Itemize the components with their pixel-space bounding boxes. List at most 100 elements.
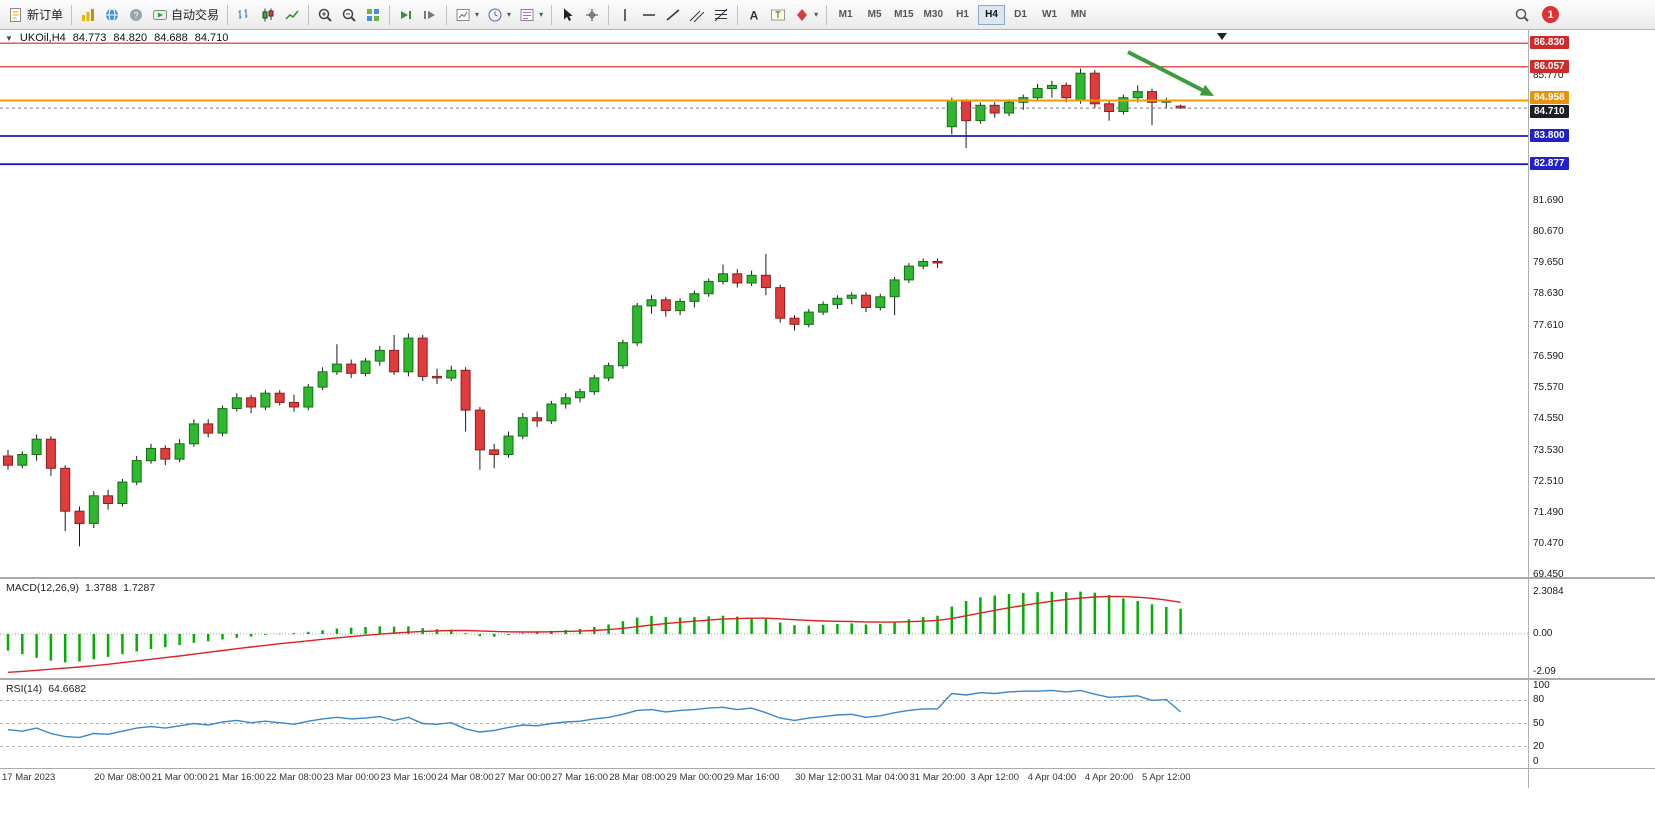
shapes-button[interactable]: ▾ — [790, 3, 822, 27]
time-axis-label: 31 Mar 04:00 — [852, 772, 909, 783]
close-value: 84.710 — [194, 32, 229, 44]
price-axis-tick: 79.650 — [1533, 257, 1564, 268]
rsi-axis-tick: 100 — [1533, 680, 1550, 691]
price-axis-tick: 78.630 — [1533, 288, 1564, 299]
charts-button[interactable] — [76, 3, 100, 27]
notification-badge[interactable]: 1 — [1542, 6, 1559, 23]
new-order-icon — [8, 7, 24, 23]
price-line-label[interactable]: 84.958 — [1530, 91, 1569, 104]
trendline-button[interactable] — [661, 3, 685, 27]
candlestick-chart[interactable] — [0, 30, 1528, 577]
macd-signal-value: 1.7287 — [123, 582, 156, 594]
macd-name: MACD(12,26,9) — [6, 582, 79, 594]
bar-chart-icon — [236, 7, 252, 23]
price-axis-tick: 85.770 — [1533, 70, 1564, 81]
rsi-axis-tick: 50 — [1533, 718, 1545, 729]
horizontal-line-button[interactable] — [637, 3, 661, 27]
rsi-name: RSI(14) — [6, 683, 43, 695]
candlestick-button[interactable] — [256, 3, 280, 27]
text-label-icon: T — [770, 7, 786, 23]
rsi-plot[interactable]: RSI(14) 64.6682 — [0, 680, 1528, 768]
chart-shift-icon — [422, 7, 438, 23]
help-button[interactable]: ? — [124, 3, 148, 27]
cursor-button[interactable] — [556, 3, 580, 27]
open-value: 84.773 — [72, 32, 107, 44]
trend-arrow-annotation[interactable] — [1127, 50, 1214, 96]
autotrading-button[interactable]: 自动交易 — [148, 3, 223, 27]
timeframe-h4-button[interactable]: H4 — [978, 4, 1005, 25]
timeframe-m30-button[interactable]: M30 — [920, 5, 947, 25]
price-axis-tick: 73.530 — [1533, 445, 1564, 456]
search-button[interactable] — [1510, 3, 1534, 27]
timeframe-w1-button[interactable]: W1 — [1036, 5, 1063, 25]
chart-shift-button[interactable] — [418, 3, 442, 27]
time-axis-row: 17 Mar 2023 20 Mar 08:00 21 Mar 00:00 21 Ma… — [0, 768, 1655, 788]
timeframe-m5-button[interactable]: M5 — [861, 5, 888, 25]
new-order-button[interactable]: 新订单 — [4, 3, 67, 27]
macd-axis: 2.3084 0.00 -2.09 — [1528, 579, 1655, 678]
horizontal-lines[interactable] — [0, 42, 1528, 166]
template-button[interactable]: ▾ — [515, 3, 547, 27]
price-line-label[interactable]: 84.710 — [1530, 105, 1569, 118]
rsi-axis-tick: 0 — [1533, 756, 1539, 767]
timeframe-mn-button[interactable]: MN — [1065, 5, 1092, 25]
price-axis-tick: 75.570 — [1533, 382, 1564, 393]
price-line-label[interactable]: 82.877 — [1530, 157, 1569, 170]
globe-icon — [104, 7, 120, 23]
chevron-down-icon: ▾ — [539, 10, 544, 19]
zoom-out-button[interactable] — [337, 3, 361, 27]
toolbar-separator — [608, 4, 610, 25]
price-line-label[interactable]: 86.830 — [1530, 36, 1569, 49]
price-axis-tick: 74.550 — [1533, 413, 1564, 424]
price-axis[interactable]: 85.770 81.690 80.670 79.650 78.630 77.610 76.5… — [1528, 30, 1655, 580]
zoom-out-icon — [341, 7, 357, 23]
community-button[interactable] — [100, 3, 124, 27]
new-chart-button[interactable]: ▾ — [451, 3, 483, 27]
time-axis-label: 27 Mar 16:00 — [552, 772, 608, 783]
template-icon — [519, 7, 535, 23]
macd-plot[interactable]: MACD(12,26,9) 1.3788 1.7287 — [0, 579, 1528, 678]
timeframe-m1-button[interactable]: M1 — [832, 5, 859, 25]
fibonacci-button[interactable] — [709, 3, 733, 27]
auto-scroll-button[interactable] — [394, 3, 418, 27]
time-axis-label: 21 Mar 16:00 — [208, 772, 265, 783]
time-axis-label: 31 Mar 20:00 — [909, 772, 966, 783]
timeframe-d1-button[interactable]: D1 — [1007, 5, 1034, 25]
toolbar-separator — [71, 4, 73, 25]
high-value: 84.820 — [113, 32, 148, 44]
crosshair-button[interactable] — [580, 3, 604, 27]
rsi-axis: 100 80 50 20 0 — [1528, 680, 1655, 768]
chevron-down-icon[interactable]: ▼ — [5, 33, 13, 43]
timeframe-h1-button[interactable]: H1 — [949, 5, 976, 25]
timeframe-m15-button[interactable]: M15 — [890, 5, 917, 25]
tile-windows-button[interactable] — [361, 3, 385, 27]
macd-chart[interactable] — [0, 579, 1528, 678]
time-axis-label: 23 Mar 00:00 — [323, 772, 380, 783]
time-axis-label: 3 Apr 12:00 — [970, 772, 1019, 783]
bar-chart-button[interactable] — [232, 3, 256, 27]
time-axis[interactable]: 17 Mar 2023 20 Mar 08:00 21 Mar 00:00 21 Ma… — [0, 769, 1528, 788]
time-axis-label: 29 Mar 16:00 — [723, 772, 780, 783]
period-button[interactable]: ▾ — [483, 3, 515, 27]
macd-signal-line — [7, 595, 1181, 673]
price-line-label[interactable]: 86.057 — [1530, 60, 1569, 73]
time-axis-label: 30 Mar 12:00 — [795, 772, 852, 783]
svg-text:A: A — [750, 8, 759, 22]
macd-panel: MACD(12,26,9) 1.3788 1.7287 2.3084 0.00 -2… — [0, 577, 1655, 678]
price-axis-tick: 70.470 — [1533, 538, 1564, 549]
price-line-label[interactable]: 83.800 — [1530, 129, 1569, 142]
chart-shift-marker[interactable] — [1217, 33, 1227, 40]
zoom-in-button[interactable] — [313, 3, 337, 27]
vertical-line-button[interactable] — [613, 3, 637, 27]
line-chart-button[interactable] — [280, 3, 304, 27]
toolbar-separator — [389, 4, 391, 25]
text-button[interactable]: A — [742, 3, 766, 27]
autotrading-icon — [152, 7, 168, 23]
charts-icon — [80, 7, 96, 23]
text-label-button[interactable]: T — [766, 3, 790, 27]
rsi-chart[interactable] — [0, 680, 1528, 768]
time-axis-label: 4 Apr 20:00 — [1084, 772, 1134, 783]
channel-button[interactable] — [685, 3, 709, 27]
main-chart-plot[interactable]: ▼ UKOil,H4 84.773 84.820 84.688 84.710 — [0, 30, 1528, 577]
